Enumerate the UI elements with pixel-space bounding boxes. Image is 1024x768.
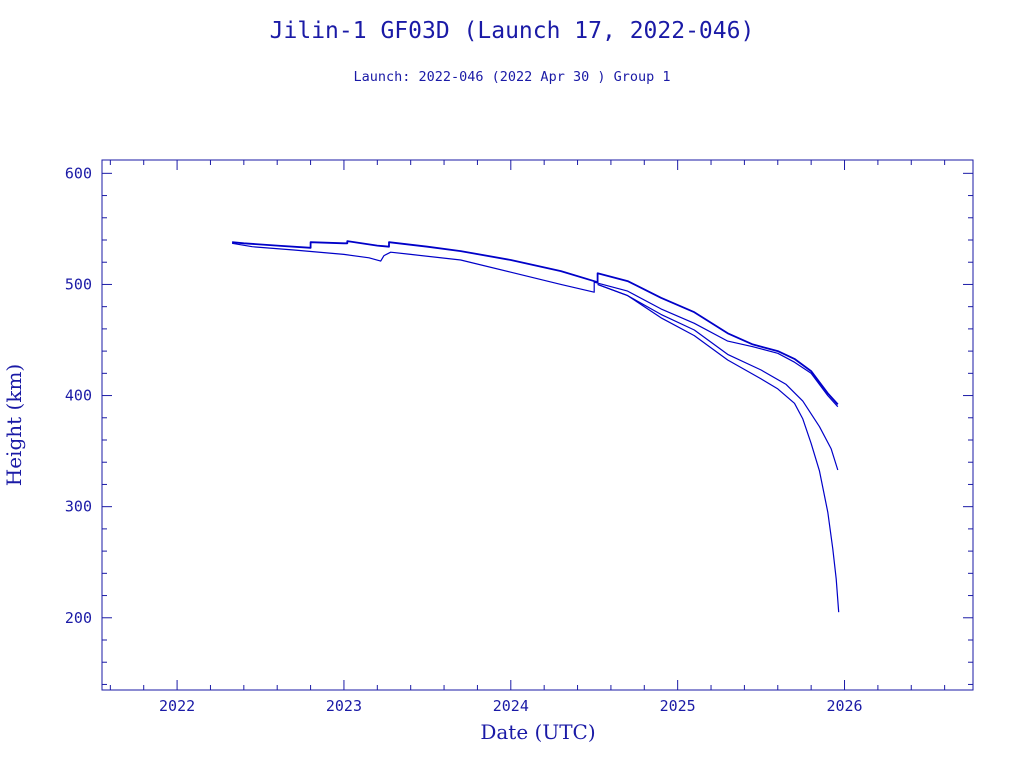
series-line-3 xyxy=(597,283,839,471)
chart-subtitle: Launch: 2022-046 (2022 Apr 30 ) Group 1 xyxy=(354,69,671,85)
y-tick-label: 200 xyxy=(65,609,92,627)
y-tick-label: 600 xyxy=(65,164,92,182)
series-layer xyxy=(231,240,840,613)
axis-tick-labels: 2022 2023 2024 2025 2026 200 300 400 500 600 xyxy=(65,164,863,715)
series-line-4 xyxy=(597,283,840,613)
series-line-1 xyxy=(232,240,839,406)
y-tick-label: 500 xyxy=(65,275,92,293)
x-axis-label: Date (UTC) xyxy=(480,720,595,744)
y-tick-label: 300 xyxy=(65,498,92,516)
x-tick-label: 2026 xyxy=(826,697,862,715)
axis-ticks xyxy=(102,160,973,690)
x-tick-label: 2023 xyxy=(326,697,362,715)
series-line-2 xyxy=(231,242,839,408)
y-axis-label: Height (km) xyxy=(2,364,26,486)
y-tick-label: 400 xyxy=(65,387,92,405)
chart-title: Jilin-1 GF03D (Launch 17, 2022-046) xyxy=(270,18,755,44)
x-tick-label: 2022 xyxy=(159,697,195,715)
x-tick-label: 2025 xyxy=(660,697,696,715)
plot-frame xyxy=(101,159,974,691)
x-tick-label: 2024 xyxy=(493,697,529,715)
